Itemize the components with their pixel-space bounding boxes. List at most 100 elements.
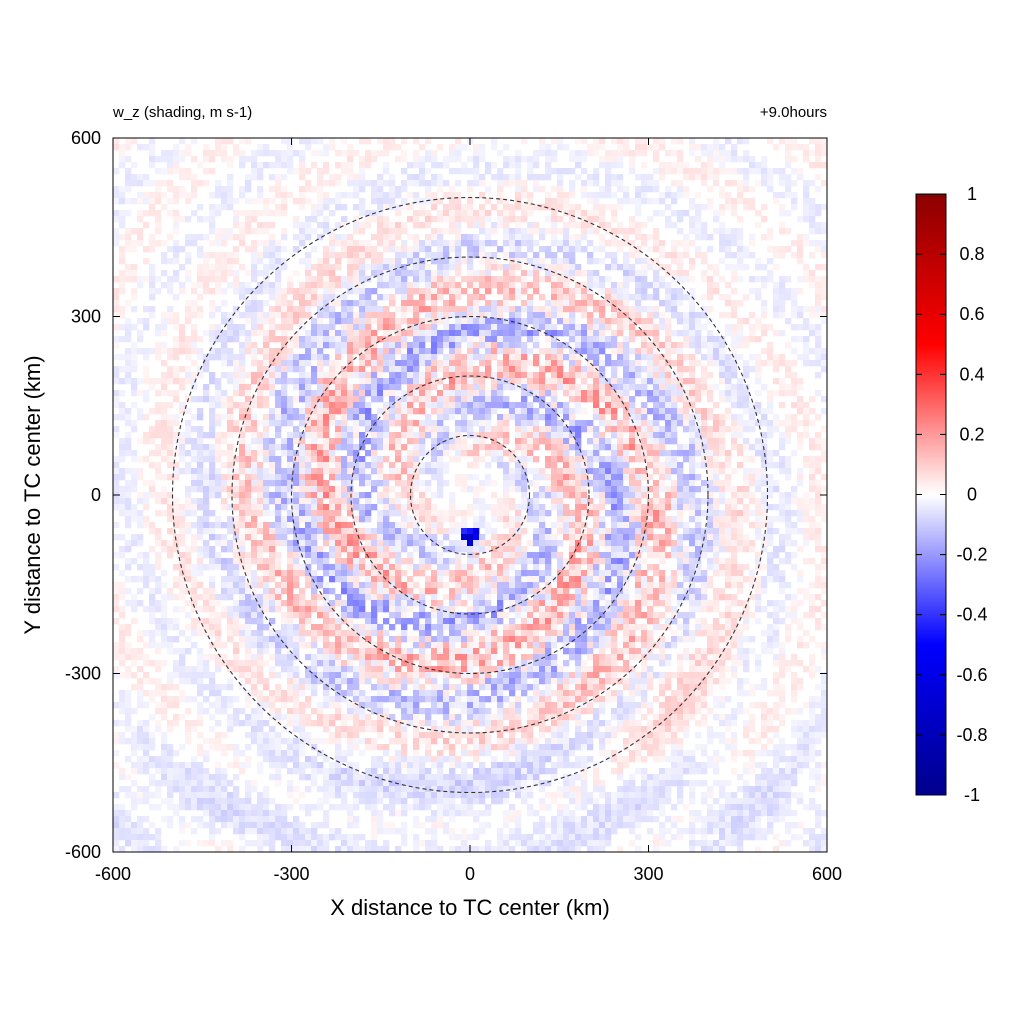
field-cell	[497, 498, 504, 505]
field-cell	[677, 468, 684, 475]
field-cell	[173, 228, 180, 235]
field-cell	[215, 480, 222, 487]
field-cell	[449, 228, 456, 235]
field-cell	[545, 336, 552, 343]
field-cell	[125, 504, 132, 511]
field-cell	[191, 360, 198, 367]
field-cell	[641, 486, 648, 493]
field-cell	[359, 408, 366, 415]
field-cell	[455, 396, 462, 403]
field-cell	[131, 480, 138, 487]
field-cell	[725, 192, 732, 199]
field-cell	[533, 276, 540, 283]
field-cell	[383, 504, 390, 511]
field-cell	[719, 432, 726, 439]
field-cell	[485, 462, 492, 469]
field-cell	[689, 174, 696, 181]
field-cell	[491, 480, 498, 487]
field-cell	[119, 456, 126, 463]
field-cell	[503, 462, 510, 469]
field-cell	[185, 306, 192, 313]
field-cell	[647, 264, 654, 271]
field-cell	[389, 366, 396, 373]
field-cell	[311, 162, 318, 169]
field-cell	[383, 144, 390, 151]
field-cell	[113, 216, 120, 223]
field-cell	[233, 330, 240, 337]
field-cell	[689, 462, 696, 469]
field-cell	[455, 222, 462, 229]
field-cell	[767, 186, 774, 193]
field-cell	[233, 258, 240, 265]
field-cell	[725, 240, 732, 247]
field-cell	[437, 480, 444, 487]
field-cell	[485, 396, 492, 403]
field-cell	[455, 210, 462, 217]
field-cell	[713, 474, 720, 481]
field-cell	[707, 336, 714, 343]
field-cell	[479, 276, 486, 283]
field-cell	[131, 270, 138, 277]
field-cell	[551, 294, 558, 301]
field-cell	[125, 366, 132, 373]
field-cell	[299, 408, 306, 415]
field-cell	[431, 240, 438, 247]
field-cell	[617, 294, 624, 301]
field-cell	[371, 330, 378, 337]
field-cell	[383, 204, 390, 211]
field-cell	[551, 204, 558, 211]
field-cell	[143, 180, 150, 187]
field-cell	[221, 288, 228, 295]
field-cell	[485, 312, 492, 319]
field-cell	[419, 420, 426, 427]
field-cell	[263, 414, 270, 421]
field-cell	[389, 396, 396, 403]
field-cell	[257, 366, 264, 373]
field-cell	[719, 228, 726, 235]
field-cell	[239, 384, 246, 391]
field-cell	[293, 222, 300, 229]
field-cell	[755, 372, 762, 379]
field-cell	[413, 234, 420, 241]
field-cell	[515, 468, 522, 475]
field-cell	[605, 318, 612, 325]
field-cell	[815, 324, 822, 331]
field-cell	[281, 306, 288, 313]
field-cell	[539, 426, 546, 433]
field-cell	[203, 450, 210, 457]
field-cell	[491, 138, 498, 145]
field-cell	[599, 258, 606, 265]
field-cell	[629, 330, 636, 337]
field-cell	[257, 462, 264, 469]
field-cell	[731, 300, 738, 307]
field-cell	[293, 462, 300, 469]
field-cell	[665, 366, 672, 373]
field-cell	[221, 234, 228, 241]
field-cell	[353, 420, 360, 427]
field-cell	[191, 456, 198, 463]
field-cell	[353, 288, 360, 295]
field-cell	[557, 348, 564, 355]
field-cell	[527, 504, 534, 511]
field-cell	[767, 462, 774, 469]
field-cell	[569, 456, 576, 463]
field-cell	[623, 252, 630, 259]
field-cell	[725, 486, 732, 493]
field-cell	[293, 354, 300, 361]
field-cell	[815, 204, 822, 211]
field-cell	[185, 276, 192, 283]
field-cell	[497, 282, 504, 289]
field-cell	[179, 408, 186, 415]
field-cell	[725, 246, 732, 253]
field-cell	[179, 330, 186, 337]
field-cell	[815, 486, 822, 493]
field-cell	[533, 222, 540, 229]
field-cell	[677, 252, 684, 259]
field-cell	[785, 474, 792, 481]
field-cell	[407, 492, 414, 499]
field-cell	[707, 492, 714, 499]
field-cell	[455, 342, 462, 349]
field-cell	[209, 354, 216, 361]
field-cell	[215, 270, 222, 277]
field-cell	[443, 384, 450, 391]
